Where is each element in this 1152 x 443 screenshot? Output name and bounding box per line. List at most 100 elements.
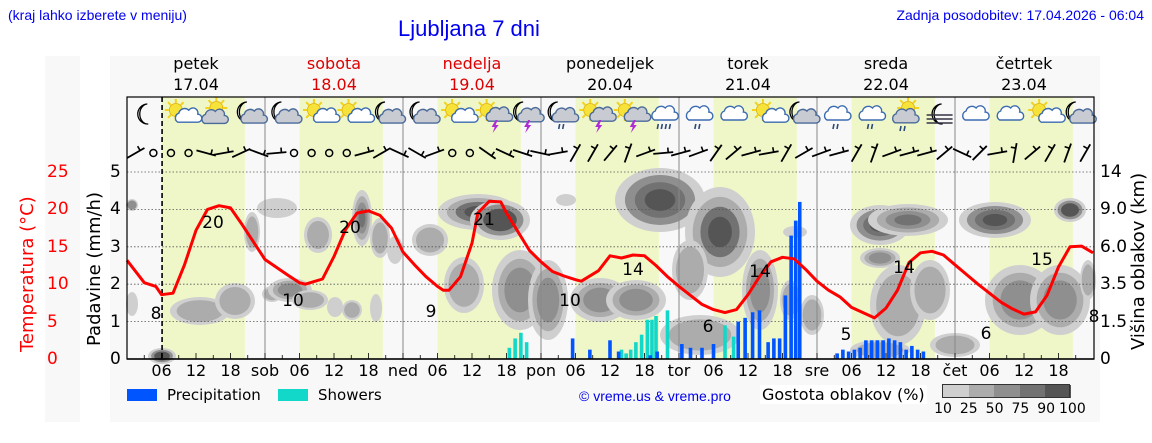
x-tick-label: 18 xyxy=(634,361,655,380)
density-level-label: 10 xyxy=(934,401,952,417)
density-level-label: 90 xyxy=(1037,401,1056,417)
day-name: četrtek xyxy=(995,54,1053,73)
precipitation-tick: 2 xyxy=(110,274,121,295)
precipitation-tick: 0 xyxy=(110,349,121,369)
temperature-label: 9 xyxy=(426,302,437,322)
cloud-density-title: Gostota oblakov (%) xyxy=(760,385,927,404)
cloud-height-tick: 0 xyxy=(1100,349,1111,369)
temperature-label: 20 xyxy=(339,218,361,238)
x-tick-label: 06 xyxy=(151,361,172,380)
temperature-label: 6 xyxy=(981,324,992,344)
gridlines xyxy=(127,97,1094,359)
density-level-label: 50 xyxy=(985,401,1004,417)
density-swatch xyxy=(968,385,995,398)
x-tick-label: 18 xyxy=(496,361,517,380)
day-label: petek 17.04 xyxy=(136,53,256,95)
x-tick-label: 18 xyxy=(1048,361,1069,380)
day-date: 17.04 xyxy=(173,75,219,94)
temperature-tick: 15 xyxy=(47,236,69,257)
x-tick-label: sob xyxy=(250,361,280,380)
x-tick-label: 18 xyxy=(910,361,931,380)
x-tick-label: 06 xyxy=(979,361,1000,380)
legend-showers-swatch xyxy=(278,389,308,401)
density-level-label: 25 xyxy=(959,401,978,417)
cloud-height-tick: 9.0 xyxy=(1100,199,1128,220)
density-scale-border xyxy=(942,384,1070,398)
temperature-tick: 5 xyxy=(47,311,58,332)
day-date: 19.04 xyxy=(449,75,495,94)
x-tick-label: 12 xyxy=(599,361,621,380)
copyright-link[interactable]: © vreme.us & vreme.pro xyxy=(579,388,731,404)
precipitation-tick: 1 xyxy=(110,311,121,332)
legend-showers-label: Showers xyxy=(318,386,382,404)
x-tick-label: 06 xyxy=(427,361,448,380)
x-tick-label: 06 xyxy=(703,361,724,380)
cloud-density-area xyxy=(126,168,1096,364)
temperature-label: 6 xyxy=(703,317,714,337)
day-name: nedelja xyxy=(442,54,502,73)
left-axis-panel xyxy=(45,56,80,422)
temperature-tick: 10 xyxy=(47,274,69,295)
last-update-text: Zadnja posodobitev: 17.04.2026 - 06:04 xyxy=(896,7,1144,23)
legend-precipitation-swatch xyxy=(127,389,157,401)
temperature-label: 14 xyxy=(893,258,915,278)
density-swatch xyxy=(943,385,969,398)
temperature-label: 10 xyxy=(559,291,581,311)
day-name: sreda xyxy=(863,54,909,73)
precipitation-tick: 5 xyxy=(110,162,121,182)
day-date: 21.04 xyxy=(725,75,771,94)
temperature-label: 14 xyxy=(622,260,644,280)
cloud-height-tick: 3.5 xyxy=(1100,274,1128,295)
x-tick-label: 18 xyxy=(358,361,379,380)
density-swatch xyxy=(1045,385,1071,398)
temperature-label: 8 xyxy=(151,304,162,324)
x-tick-label: tor xyxy=(667,361,691,380)
density-swatch xyxy=(1019,385,1046,398)
x-tick-label: čet xyxy=(942,361,968,380)
day-date: 20.04 xyxy=(587,75,633,94)
day-name: petek xyxy=(173,54,219,73)
temperature-label: 20 xyxy=(202,213,224,233)
weather-icons-row xyxy=(137,97,1097,133)
x-tick-label: 18 xyxy=(772,361,793,380)
temperature-label: 14 xyxy=(749,262,771,282)
temperature-tick: 20 xyxy=(47,199,69,220)
day-label: četrtek 23.04 xyxy=(964,53,1084,95)
x-tick-label: 12 xyxy=(1013,361,1035,380)
x-tick-label: 06 xyxy=(289,361,310,380)
precipitation-bars xyxy=(507,201,926,359)
cloud-height-tick: 14 xyxy=(1100,162,1122,182)
location-hint-link[interactable]: (kraj lahko izberete v meniju) xyxy=(8,7,187,23)
day-label: torek 21.04 xyxy=(688,53,808,95)
cloud-height-tick: 6.0 xyxy=(1100,236,1128,257)
day-name: ponedeljek xyxy=(566,54,654,73)
day-date: 22.04 xyxy=(863,75,909,94)
density-level-label: 75 xyxy=(1011,401,1030,417)
day-name: sobota xyxy=(306,54,362,73)
x-tick-label: 12 xyxy=(737,361,759,380)
plot-frame xyxy=(126,96,1095,360)
x-tick-label: ned xyxy=(387,361,419,380)
temperature-label: 5 xyxy=(841,325,852,345)
x-tick-label: 06 xyxy=(565,361,586,380)
temperature-label: 15 xyxy=(1031,250,1053,270)
temperature-line xyxy=(125,199,1094,320)
day-label: sobota 18.04 xyxy=(274,53,394,95)
x-tick-label: 18 xyxy=(220,361,241,380)
day-name: torek xyxy=(727,54,769,73)
x-tick-label: 12 xyxy=(185,361,207,380)
temperature-label: 21 xyxy=(473,210,495,230)
wind-barbs-row xyxy=(126,142,1091,164)
density-level-label: 100 xyxy=(1059,401,1086,417)
legend-precipitation-label: Precipitation xyxy=(167,386,261,404)
temperature-label: 10 xyxy=(282,291,304,311)
day-date: 23.04 xyxy=(1001,75,1047,94)
temperature-tick: 0 xyxy=(47,349,58,369)
x-tick-label: sre xyxy=(804,361,830,380)
day-label: sreda 22.04 xyxy=(826,53,946,95)
x-tick-label: 12 xyxy=(875,361,897,380)
day-label: ponedeljek 20.04 xyxy=(550,53,670,95)
precipitation-tick: 3 xyxy=(110,236,121,257)
day-label: nedelja 19.04 xyxy=(412,53,532,95)
